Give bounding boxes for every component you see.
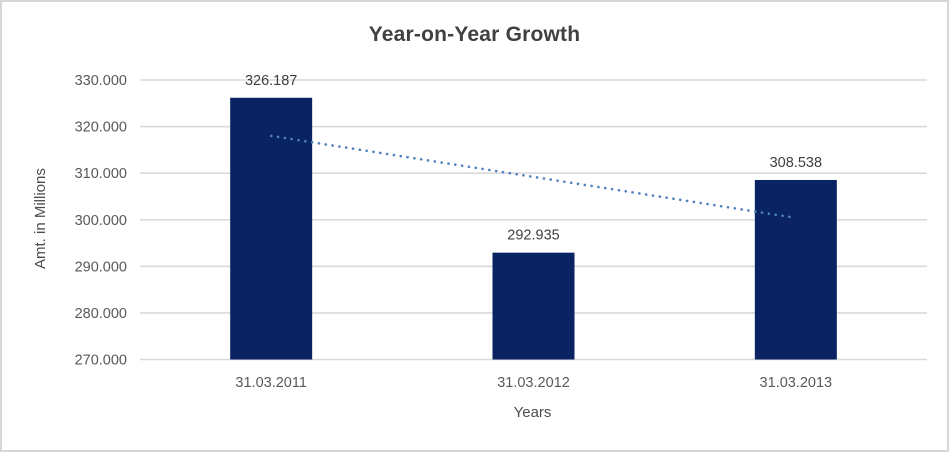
y-tick-label: 330.000 — [75, 73, 127, 89]
y-tick-label: 290.000 — [75, 259, 127, 275]
x-tick-label: 31.03.2012 — [497, 375, 570, 391]
y-tick-label: 310.000 — [75, 166, 127, 182]
x-axis-title: Years — [513, 404, 552, 421]
bar — [754, 179, 837, 360]
chart-title: Year-on-Year Growth — [368, 23, 581, 46]
x-tick-label: 31.03.2013 — [760, 375, 833, 391]
trendline — [269, 134, 798, 220]
y-tick-label: 270.000 — [75, 353, 127, 369]
y-tick-label: 300.000 — [75, 213, 127, 229]
data-label: 308.538 — [770, 155, 822, 171]
y-tick-label: 280.000 — [75, 306, 127, 322]
y-tick-label: 320.000 — [75, 120, 127, 136]
data-label: 326.187 — [245, 73, 297, 89]
x-tick-label: 31.03.2011 — [235, 375, 307, 391]
bar — [492, 252, 575, 360]
data-label: 292.935 — [507, 228, 559, 244]
